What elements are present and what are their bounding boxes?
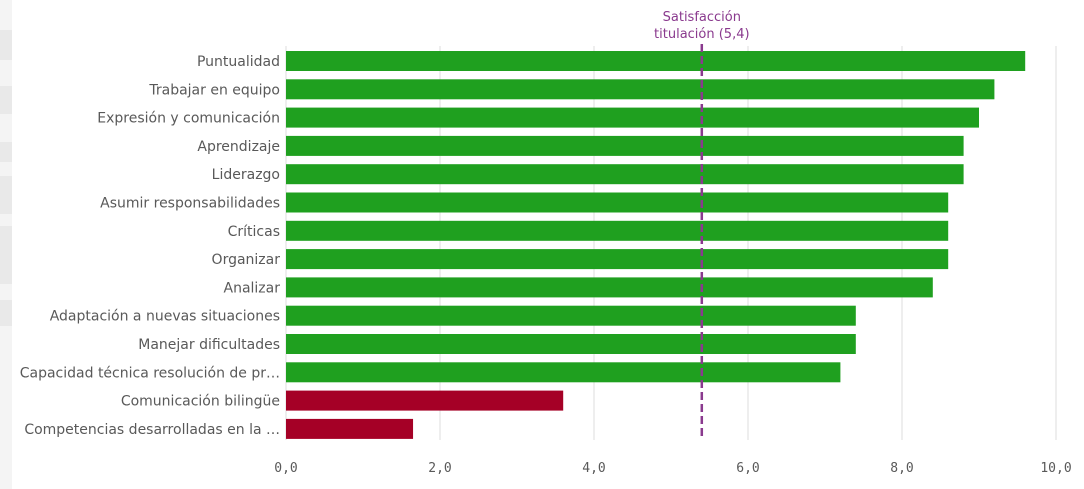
bar[interactable]	[286, 192, 949, 213]
reference-line-label: Satisfacción	[663, 10, 741, 25]
category-label: Asumir responsabilidades	[100, 196, 280, 212]
bar[interactable]	[286, 418, 414, 439]
category-label: Competencias desarrolladas en la …	[24, 422, 280, 438]
x-tick-label: 6,0	[736, 461, 759, 476]
category-label: Adaptación a nuevas situaciones	[50, 309, 280, 325]
category-label: Analizar	[224, 280, 281, 296]
bar[interactable]	[286, 390, 564, 411]
bar[interactable]	[286, 135, 964, 156]
bar[interactable]	[286, 362, 841, 383]
bar[interactable]	[286, 305, 856, 326]
x-tick-label: 2,0	[428, 461, 451, 476]
bar[interactable]	[286, 164, 964, 185]
x-tick-label: 0,0	[274, 461, 297, 476]
bar[interactable]	[286, 334, 856, 354]
bar[interactable]	[286, 277, 933, 298]
category-label: Trabajar en equipo	[148, 82, 280, 98]
bar[interactable]	[286, 249, 949, 270]
bar[interactable]	[286, 107, 979, 128]
bars	[286, 51, 1026, 439]
value-axis: 0,0 2,0 4,0 6,0 8,0 10,0	[274, 461, 1071, 476]
x-tick-label: 4,0	[582, 461, 605, 476]
category-label: Aprendizaje	[197, 139, 280, 155]
category-label: Organizar	[212, 252, 281, 268]
left-panel-edge	[0, 0, 12, 489]
bar[interactable]	[286, 51, 1026, 71]
category-label: Comunicación bilingüe	[121, 394, 280, 410]
category-label: Manejar dificultades	[138, 337, 280, 353]
category-label: Liderazgo	[212, 167, 280, 183]
reference-line-group: Satisfacción titulación (5,4)	[654, 10, 750, 440]
bar[interactable]	[286, 220, 949, 241]
category-label: Capacidad técnica resolución de pr…	[20, 365, 280, 381]
category-label: Críticas	[228, 224, 280, 240]
reference-line-label-value: titulación (5,4)	[654, 27, 750, 42]
category-axis: Puntualidad Trabajar en equipo Expresión y…	[20, 54, 281, 438]
x-tick-label: 8,0	[890, 461, 913, 476]
bar[interactable]	[286, 79, 995, 100]
category-label: Expresión y comunicación	[97, 111, 280, 127]
category-label: Puntualidad	[197, 54, 280, 70]
x-tick-label: 10,0	[1040, 461, 1071, 476]
